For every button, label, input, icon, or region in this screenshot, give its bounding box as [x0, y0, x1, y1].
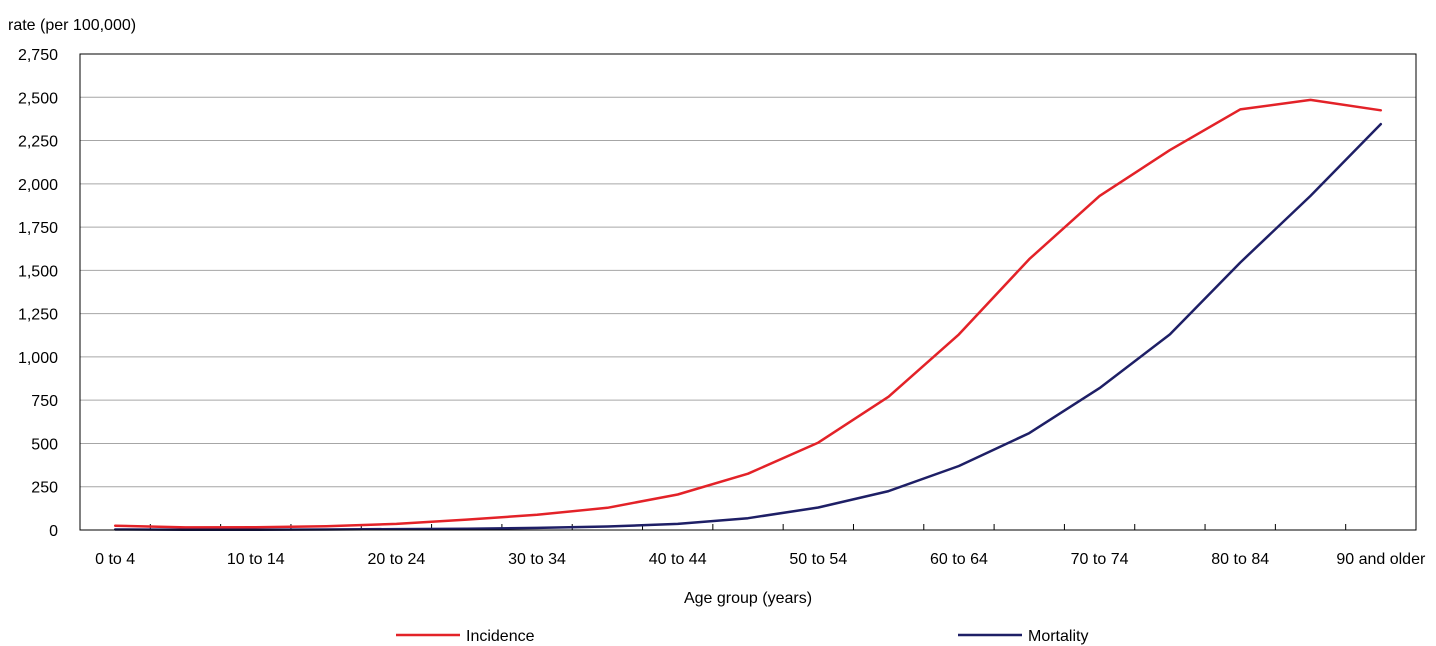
x-tick-label: 80 to 84 — [1211, 551, 1269, 568]
y-tick-label: 1,500 — [18, 263, 58, 280]
y-tick-label: 500 — [31, 436, 58, 453]
y-axis-tick-labels: 0 250 500 750 1,000 1,250 1,500 1,750 2,000 2,250… — [18, 47, 58, 540]
x-tick-label: 60 to 64 — [930, 551, 988, 568]
x-tick-label: 70 to 74 — [1071, 551, 1129, 568]
x-axis-title: Age group (years) — [684, 590, 812, 607]
y-tick-label: 1,250 — [18, 307, 58, 324]
y-tick-label: 250 — [31, 480, 58, 497]
y-tick-label: 2,250 — [18, 134, 58, 151]
y-tick-label: 0 — [49, 523, 58, 540]
x-tick-label: 10 to 14 — [227, 551, 285, 568]
legend-label-incidence: Incidence — [466, 628, 535, 645]
series-lines — [113, 98, 1383, 531]
gridlines — [80, 96, 1416, 488]
x-tick-label: 50 to 54 — [789, 551, 847, 568]
y-axis-title: rate (per 100,000) — [8, 17, 136, 34]
y-tick-label: 1,750 — [18, 220, 58, 237]
x-tick-label: 0 to 4 — [95, 551, 135, 568]
plot-area-frame — [79, 53, 1417, 531]
x-tick-label: 40 to 44 — [649, 551, 707, 568]
y-tick-label: 2,500 — [18, 90, 58, 107]
y-tick-label: 2,000 — [18, 177, 58, 194]
legend: Incidence Mortality — [396, 628, 1088, 645]
series-line-incidence — [113, 98, 1383, 529]
y-tick-label: 1,000 — [18, 350, 58, 367]
legend-label-mortality: Mortality — [1028, 628, 1088, 645]
x-tick-label: 90 and older — [1336, 551, 1426, 568]
x-tick-label: 30 to 34 — [508, 551, 566, 568]
y-tick-label: 750 — [31, 393, 58, 410]
y-tick-label: 2,750 — [18, 47, 58, 64]
series-line-mortality — [113, 122, 1383, 531]
x-tick-label: 20 to 24 — [368, 551, 426, 568]
x-axis: 0 to 4 10 to 14 20 to 24 30 to 34 40 to 44 50… — [79, 524, 1426, 568]
